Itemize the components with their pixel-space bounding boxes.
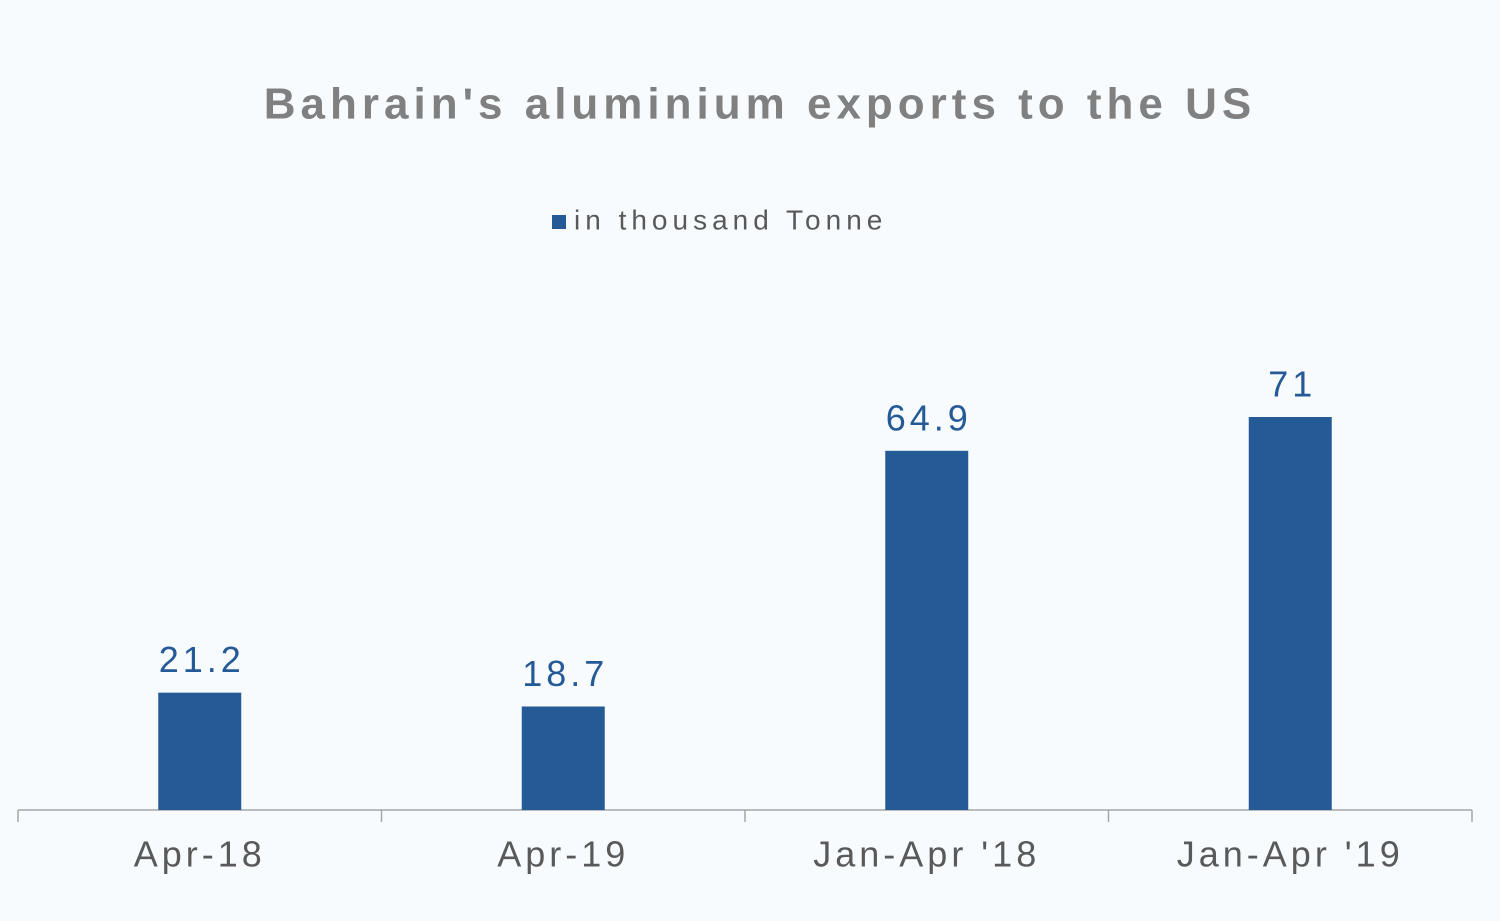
data-label: 18.7 <box>522 653 608 694</box>
bar <box>885 450 969 810</box>
bar <box>158 692 242 810</box>
x-tick-label: Jan-Apr '19 <box>1177 834 1404 875</box>
x-tick-label: Apr-18 <box>134 834 266 875</box>
legend-swatch <box>552 215 566 229</box>
data-label: 21.2 <box>159 639 245 680</box>
x-tick-label: Apr-19 <box>497 834 629 875</box>
legend-label: in thousand Tonne <box>574 204 887 235</box>
data-label: 64.9 <box>886 397 972 438</box>
x-tick-label: Jan-Apr '18 <box>813 834 1040 875</box>
data-label: 71 <box>1268 364 1316 405</box>
chart-title: Bahrain's aluminium exports to the US <box>264 80 1257 129</box>
bar <box>1248 417 1332 810</box>
bar <box>521 706 605 810</box>
